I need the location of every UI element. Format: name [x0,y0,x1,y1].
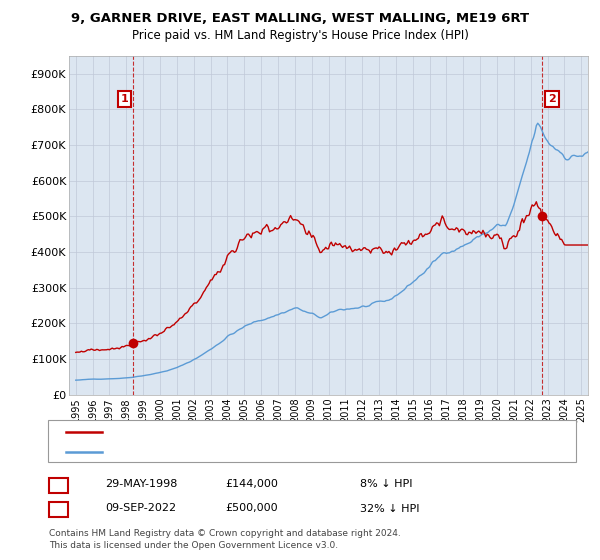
Text: 8% ↓ HPI: 8% ↓ HPI [360,479,413,489]
Text: 29-MAY-1998: 29-MAY-1998 [105,479,178,489]
Text: Contains HM Land Registry data © Crown copyright and database right 2024.
This d: Contains HM Land Registry data © Crown c… [49,529,401,550]
Text: 9, GARNER DRIVE, EAST MALLING, WEST MALLING, ME19 6RT: 9, GARNER DRIVE, EAST MALLING, WEST MALL… [71,12,529,25]
Text: 1: 1 [121,94,128,104]
Text: 2: 2 [55,503,62,514]
Text: £500,000: £500,000 [226,503,278,514]
Text: HPI: Average price, detached house, Tonbridge and Malling: HPI: Average price, detached house, Tonb… [111,446,399,456]
Text: £144,000: £144,000 [226,479,278,489]
Text: 1: 1 [55,479,62,489]
Text: 32% ↓ HPI: 32% ↓ HPI [360,503,419,514]
Text: Price paid vs. HM Land Registry's House Price Index (HPI): Price paid vs. HM Land Registry's House … [131,29,469,42]
Text: 9, GARNER DRIVE, EAST MALLING, WEST MALLING, ME19 6RT (detached house): 9, GARNER DRIVE, EAST MALLING, WEST MALL… [111,427,500,437]
Text: 09-SEP-2022: 09-SEP-2022 [105,503,176,514]
Text: 2: 2 [548,94,556,104]
